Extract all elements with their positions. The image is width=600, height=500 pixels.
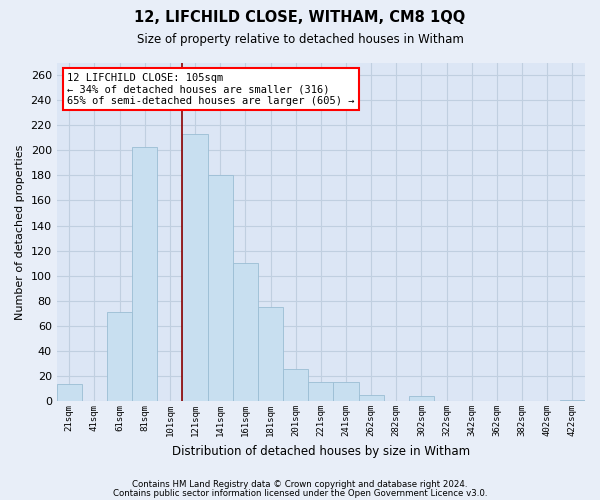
Bar (182, 134, 208, 401)
Text: Contains public sector information licensed under the Open Government Licence v3: Contains public sector information licen… (113, 488, 487, 498)
X-axis label: Distribution of detached houses by size in Witham: Distribution of detached houses by size … (172, 444, 470, 458)
Bar (258, 307, 283, 401)
Bar (56, 384, 82, 401)
Bar (283, 368, 308, 401)
Bar (233, 263, 258, 401)
Bar (132, 146, 157, 401)
Text: Contains HM Land Registry data © Crown copyright and database right 2024.: Contains HM Land Registry data © Crown c… (132, 480, 468, 489)
Y-axis label: Number of detached properties: Number of detached properties (15, 144, 25, 320)
Text: 12 LIFCHILD CLOSE: 105sqm
← 34% of detached houses are smaller (316)
65% of semi: 12 LIFCHILD CLOSE: 105sqm ← 34% of detac… (67, 72, 355, 106)
Bar (208, 176, 233, 401)
Bar (334, 382, 359, 401)
Bar (359, 395, 384, 401)
Text: 12, LIFCHILD CLOSE, WITHAM, CM8 1QQ: 12, LIFCHILD CLOSE, WITHAM, CM8 1QQ (134, 10, 466, 25)
Text: Size of property relative to detached houses in Witham: Size of property relative to detached ho… (137, 32, 463, 46)
Bar (409, 396, 434, 401)
Bar (308, 382, 334, 401)
Bar (560, 400, 585, 401)
Bar (107, 312, 132, 401)
